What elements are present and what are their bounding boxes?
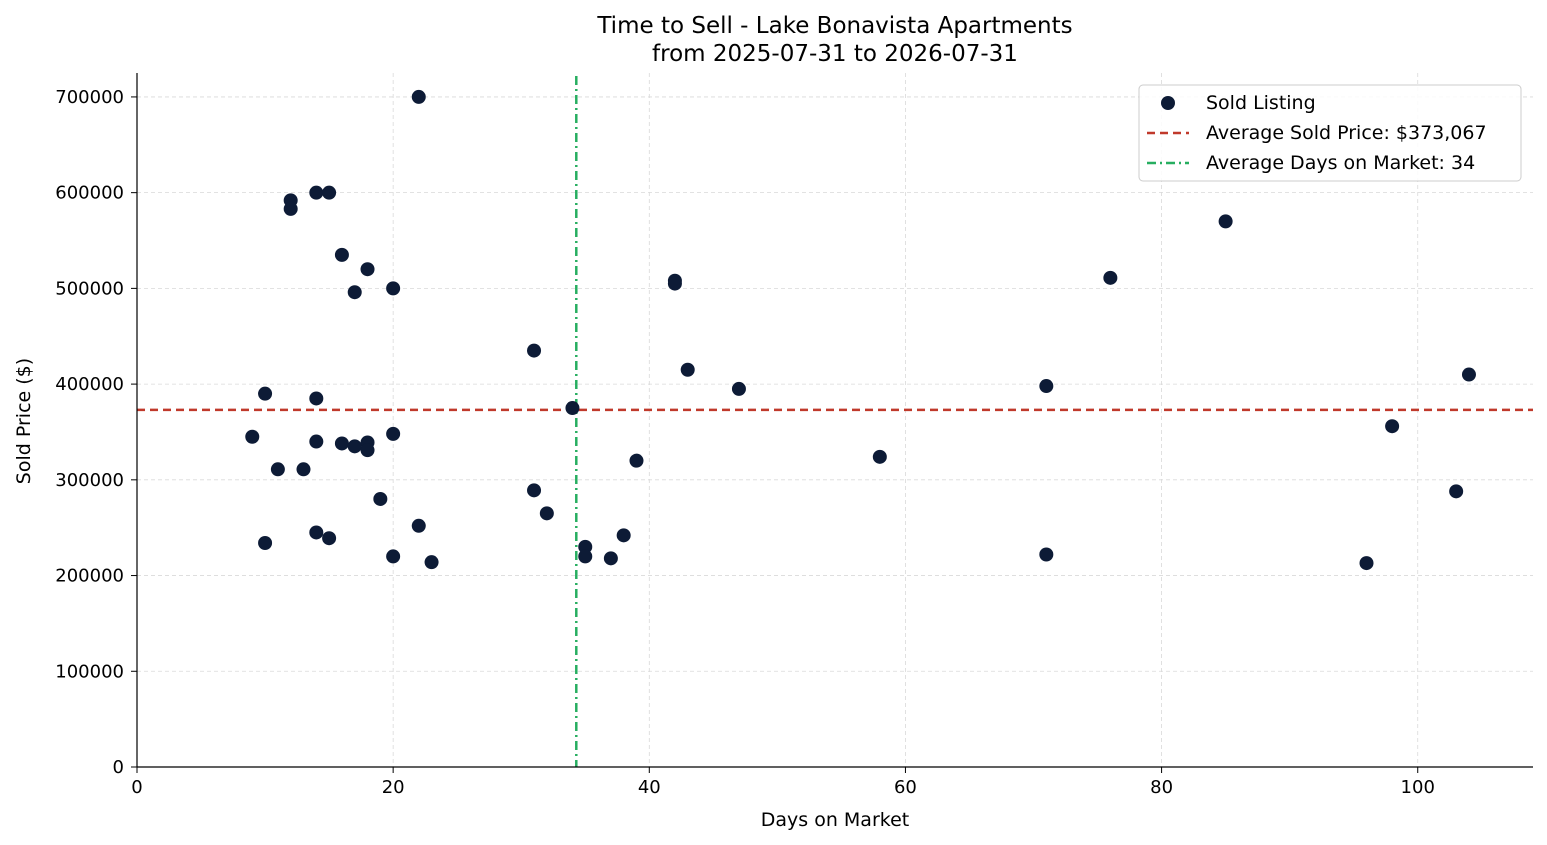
data-point (1103, 270, 1118, 285)
x-tick-label: 60 (894, 777, 917, 798)
data-point (1385, 419, 1400, 434)
y-tick-label: 700000 (55, 87, 124, 108)
data-point (578, 539, 593, 554)
data-point (424, 555, 439, 570)
data-point (616, 528, 631, 543)
reference-lines (137, 76, 1533, 767)
x-tick-label: 20 (382, 777, 405, 798)
data-point (360, 262, 375, 277)
x-tick-label: 100 (1401, 777, 1435, 798)
data-point (386, 281, 401, 296)
data-point (334, 436, 349, 451)
data-point (322, 185, 337, 200)
data-point (527, 483, 542, 498)
x-tick-label: 40 (638, 777, 661, 798)
data-point (411, 518, 426, 533)
legend-marker-sold-listing (1161, 96, 1175, 110)
data-point (283, 201, 298, 216)
legend: Sold Listing Average Sold Price: $373,06… (1138, 84, 1522, 182)
chart-subtitle: from 2025-07-31 to 2026-07-31 (652, 41, 1018, 67)
data-point (1449, 484, 1464, 499)
chart-title: Time to Sell - Lake Bonavista Apartments (596, 13, 1072, 39)
data-point (309, 185, 324, 200)
x-tick-label: 0 (131, 777, 142, 798)
y-axis-label: Sold Price ($) (13, 358, 35, 484)
data-point (565, 401, 580, 416)
data-point (270, 462, 285, 477)
y-tick-label: 600000 (55, 183, 124, 204)
data-point (527, 343, 542, 358)
data-point (1359, 556, 1374, 571)
data-point (680, 362, 695, 377)
y-axis-ticks: 0 100000 200000 300000 400000 500000 600000 700… (55, 87, 137, 778)
data-point (603, 551, 618, 566)
legend-box (1138, 84, 1522, 182)
data-point (1218, 214, 1233, 229)
y-tick-label: 0 (113, 757, 124, 778)
data-point (386, 549, 401, 564)
y-tick-label: 300000 (55, 470, 124, 491)
y-tick-label: 400000 (55, 374, 124, 395)
data-point (296, 462, 311, 477)
x-axis-ticks: 0 20 40 60 80 100 (131, 767, 1435, 798)
data-point (386, 426, 401, 441)
data-point (347, 439, 362, 454)
legend-label-average-price: Average Sold Price: $373,067 (1206, 122, 1487, 144)
data-point (258, 536, 273, 551)
legend-label-sold-listing: Sold Listing (1206, 92, 1316, 114)
data-point (309, 434, 324, 449)
data-point (667, 276, 682, 291)
y-tick-label: 200000 (55, 566, 124, 587)
legend-label-average-days: Average Days on Market: 34 (1206, 152, 1475, 174)
data-point (1039, 547, 1054, 562)
data-point (258, 386, 273, 401)
data-point (373, 491, 388, 506)
data-point (1461, 367, 1476, 382)
x-tick-label: 80 (1150, 777, 1173, 798)
data-point (872, 449, 887, 464)
data-point (629, 453, 644, 468)
y-tick-label: 100000 (55, 661, 124, 682)
data-point (731, 381, 746, 396)
data-point (539, 506, 554, 521)
data-point (334, 247, 349, 262)
data-points (245, 89, 1476, 571)
data-point (360, 443, 375, 458)
data-point (309, 391, 324, 406)
y-tick-label: 500000 (55, 278, 124, 299)
axes (136, 73, 1533, 768)
data-point (578, 549, 593, 564)
data-point (309, 525, 324, 540)
data-point (1039, 379, 1054, 394)
data-point (245, 429, 260, 444)
data-point (322, 531, 337, 546)
data-point (411, 89, 426, 104)
x-axis-label: Days on Market (761, 809, 909, 831)
data-point (347, 285, 362, 300)
